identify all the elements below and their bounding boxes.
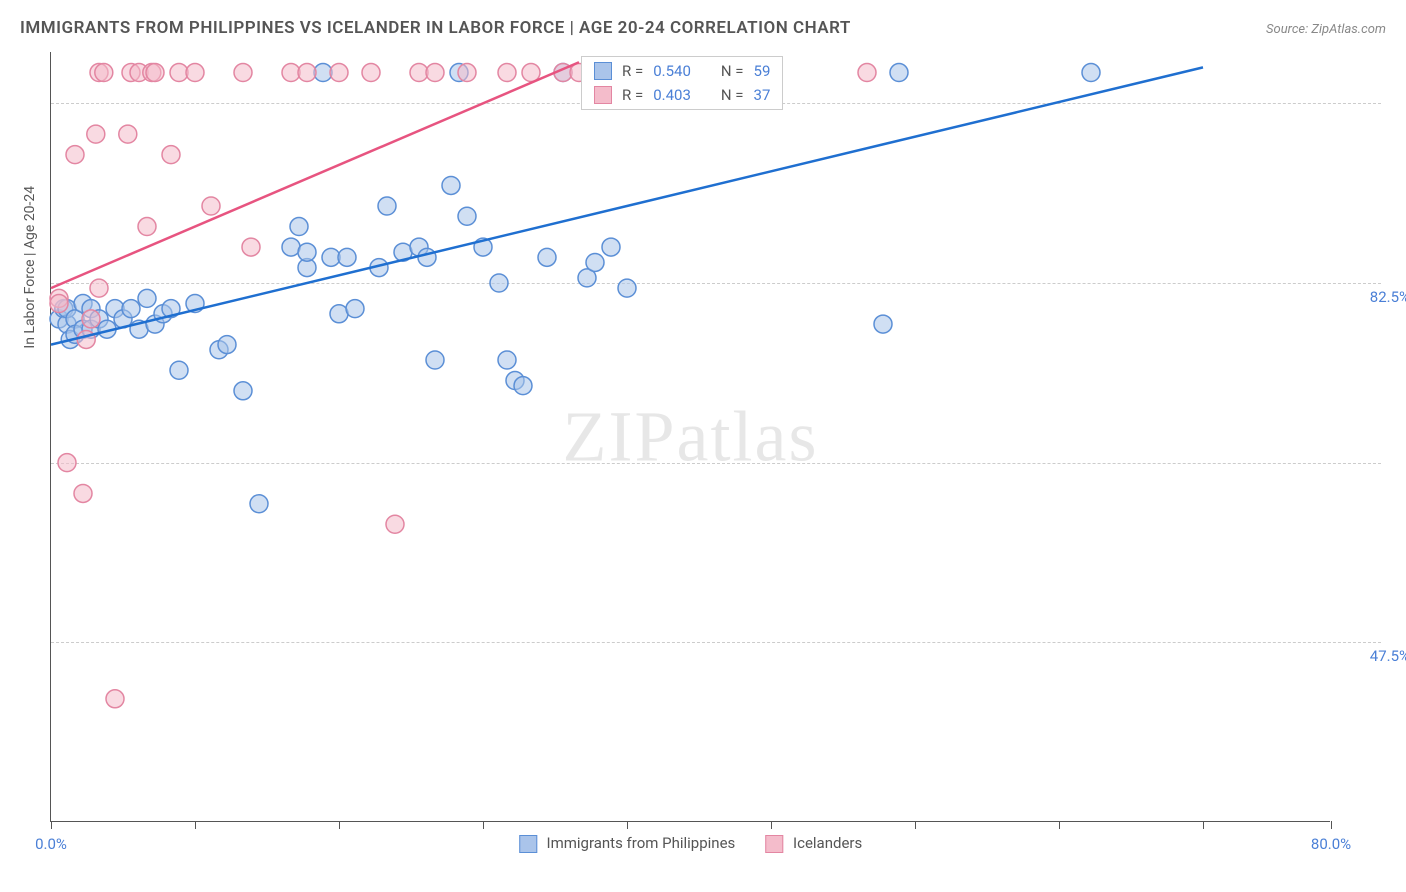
stat-row-series-2: R = 0.403 N = 37: [582, 83, 782, 107]
scatter-point: [874, 315, 892, 333]
scatter-point: [66, 146, 84, 164]
scatter-point: [138, 218, 156, 236]
scatter-point: [514, 377, 532, 395]
r-value-1: 0.540: [653, 62, 691, 80]
r-label: R =: [622, 62, 643, 80]
scatter-point: [298, 64, 316, 82]
scatter-point: [458, 207, 476, 225]
n-value-2: 37: [754, 86, 771, 104]
scatter-point: [170, 361, 188, 379]
scatter-point: [1082, 64, 1100, 82]
stat-swatch-2: [594, 86, 612, 104]
scatter-point: [602, 238, 620, 256]
scatter-point: [122, 300, 140, 318]
x-tick: [1059, 821, 1060, 829]
correlation-stat-box: R = 0.540 N = 59 R = 0.403 N = 37: [581, 56, 783, 110]
x-tick: [771, 821, 772, 829]
scatter-point: [186, 64, 204, 82]
chart-title: IMMIGRANTS FROM PHILIPPINES VS ICELANDER…: [20, 18, 851, 38]
legend-bottom: Immigrants from Philippines Icelanders: [519, 834, 862, 853]
scatter-point: [490, 274, 508, 292]
scatter-point: [74, 484, 92, 502]
r-value-2: 0.403: [653, 86, 691, 104]
scatter-point: [50, 295, 68, 313]
scatter-point: [426, 351, 444, 369]
scatter-point: [498, 351, 516, 369]
n-label: N =: [721, 86, 744, 104]
scatter-point: [58, 454, 76, 472]
stat-row-series-1: R = 0.540 N = 59: [582, 59, 782, 83]
scatter-point: [202, 197, 220, 215]
scatter-point: [386, 515, 404, 533]
scatter-point: [346, 300, 364, 318]
x-tick: [915, 821, 916, 829]
scatter-point: [298, 243, 316, 261]
x-tick: [483, 821, 484, 829]
scatter-svg: [51, 52, 1330, 821]
x-tick: [339, 821, 340, 829]
scatter-point: [418, 248, 436, 266]
legend-item-1: Immigrants from Philippines: [519, 834, 736, 853]
y-tick-label: 47.5%: [1340, 647, 1406, 665]
scatter-point: [162, 146, 180, 164]
scatter-point: [330, 64, 348, 82]
stat-swatch-1: [594, 62, 612, 80]
x-tick-label: 80.0%: [1311, 835, 1351, 853]
scatter-point: [234, 382, 252, 400]
scatter-point: [426, 64, 444, 82]
x-tick-label: 0.0%: [35, 835, 67, 853]
scatter-point: [338, 248, 356, 266]
scatter-point: [242, 238, 260, 256]
n-value-1: 59: [754, 62, 771, 80]
scatter-point: [498, 64, 516, 82]
scatter-point: [106, 690, 124, 708]
n-label: N =: [721, 62, 744, 80]
legend-label-1: Immigrants from Philippines: [546, 834, 735, 852]
y-tick-label: 82.5%: [1340, 288, 1406, 306]
scatter-point: [858, 64, 876, 82]
scatter-point: [362, 64, 380, 82]
plot-area: ZIPatlas 47.5%82.5% R = 0.540 N = 59 R =…: [50, 52, 1330, 822]
scatter-point: [82, 310, 100, 328]
legend-label-2: Icelanders: [793, 834, 862, 852]
scatter-point: [95, 64, 113, 82]
legend-swatch-2: [765, 835, 783, 853]
scatter-point: [890, 64, 908, 82]
scatter-point: [218, 336, 236, 354]
scatter-point: [90, 279, 108, 297]
scatter-point: [538, 248, 556, 266]
scatter-point: [442, 176, 460, 194]
scatter-point: [234, 64, 252, 82]
scatter-point: [586, 253, 604, 271]
legend-swatch-1: [519, 835, 537, 853]
x-tick: [627, 821, 628, 829]
scatter-point: [458, 64, 476, 82]
scatter-point: [87, 125, 105, 143]
x-tick: [195, 821, 196, 829]
scatter-point: [119, 125, 137, 143]
source-label: Source: ZipAtlas.com: [1266, 22, 1386, 37]
scatter-point: [330, 305, 348, 323]
scatter-point: [146, 64, 164, 82]
scatter-point: [77, 330, 95, 348]
x-tick: [1203, 821, 1204, 829]
legend-item-2: Icelanders: [765, 834, 862, 853]
x-tick: [1331, 821, 1332, 829]
x-tick: [51, 821, 52, 829]
scatter-point: [618, 279, 636, 297]
scatter-point: [290, 218, 308, 236]
r-label: R =: [622, 86, 643, 104]
y-axis-label: In Labor Force | Age 20-24: [22, 186, 38, 349]
scatter-point: [138, 289, 156, 307]
scatter-point: [378, 197, 396, 215]
scatter-point: [250, 495, 268, 513]
scatter-point: [282, 238, 300, 256]
